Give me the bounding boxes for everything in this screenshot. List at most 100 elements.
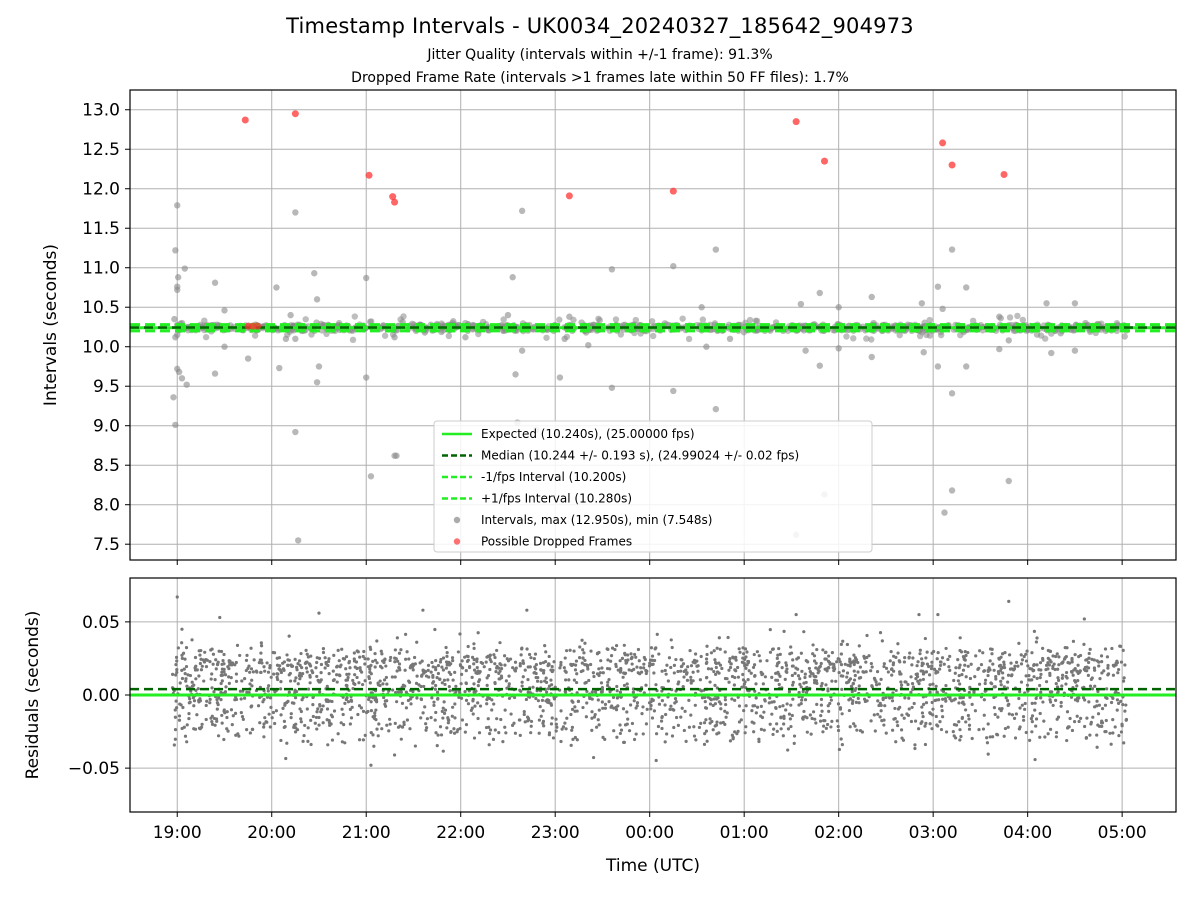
dropped-frame-point xyxy=(792,118,800,126)
y-tick-label: 7.5 xyxy=(93,535,120,555)
residual-point xyxy=(525,647,529,651)
residual-point xyxy=(973,675,977,679)
residual-point xyxy=(180,656,184,660)
residual-point xyxy=(299,651,303,656)
residual-point xyxy=(970,702,974,706)
interval-point xyxy=(802,347,809,354)
residual-point xyxy=(849,684,854,688)
residual-point xyxy=(682,728,686,733)
residual-point xyxy=(935,723,939,727)
residual-point xyxy=(559,663,563,667)
residual-point xyxy=(845,675,849,679)
residual-point xyxy=(899,683,904,687)
interval-point xyxy=(211,279,219,286)
residual-point xyxy=(1103,647,1108,651)
residual-point xyxy=(390,675,394,679)
residual-point xyxy=(1113,725,1117,729)
interval-point xyxy=(1043,300,1050,307)
interval-point xyxy=(649,332,657,340)
residual-point xyxy=(821,730,825,734)
residual-point xyxy=(348,707,352,712)
residual-point xyxy=(343,701,347,705)
residual-point xyxy=(781,704,785,708)
residual-point xyxy=(544,676,548,680)
residual-point xyxy=(445,726,449,730)
residual-point xyxy=(311,671,315,675)
residual-point xyxy=(402,722,406,727)
residual-point xyxy=(350,705,354,709)
x-tick-label: 19:00 xyxy=(153,823,202,843)
residual-point xyxy=(688,648,692,653)
residual-point xyxy=(421,669,425,673)
residual-point xyxy=(265,661,269,665)
residual-point xyxy=(330,699,334,704)
residual-point xyxy=(726,635,730,640)
residual-point xyxy=(596,718,600,722)
residual-point xyxy=(306,687,311,691)
residual-point xyxy=(215,719,219,723)
residual-point xyxy=(222,662,226,666)
residual-point xyxy=(852,662,856,667)
residual-point xyxy=(676,723,680,727)
residual-point xyxy=(178,702,182,706)
residual-point xyxy=(493,681,497,686)
residual-point xyxy=(784,669,788,674)
residual-point xyxy=(442,678,447,682)
residual-point xyxy=(397,651,402,655)
residual-point xyxy=(1095,699,1099,703)
residual-point xyxy=(741,672,745,677)
residual-point xyxy=(353,673,357,677)
residual-point xyxy=(485,683,489,687)
residual-point xyxy=(475,665,479,670)
residual-point xyxy=(733,698,737,702)
residual-point xyxy=(958,663,962,667)
x-tick-label: 23:00 xyxy=(531,823,580,843)
residual-point xyxy=(1064,682,1068,686)
residual-point xyxy=(1026,664,1030,668)
residual-point xyxy=(181,651,186,655)
residual-point xyxy=(853,673,857,678)
interval-point xyxy=(926,316,933,324)
residual-point xyxy=(1086,673,1090,678)
residual-point xyxy=(522,709,526,714)
residual-point xyxy=(175,595,179,599)
residual-point xyxy=(1033,757,1037,762)
residual-point xyxy=(791,680,795,684)
residual-point xyxy=(400,725,405,729)
residual-point xyxy=(1096,689,1100,694)
legend-dot-marker xyxy=(453,538,461,545)
interval-point xyxy=(475,330,482,338)
residual-point xyxy=(909,690,913,694)
residual-point xyxy=(1117,667,1121,672)
residual-point xyxy=(1043,735,1047,739)
legend-entry-label: -1/fps Interval (10.200s) xyxy=(481,470,626,484)
residual-point xyxy=(772,727,776,731)
residual-point xyxy=(684,672,689,676)
residual-point xyxy=(929,667,934,671)
residual-point xyxy=(550,716,554,720)
interval-point xyxy=(311,270,318,277)
residual-point xyxy=(459,664,463,668)
residual-point xyxy=(1124,703,1128,707)
residual-point xyxy=(1035,687,1039,691)
residual-point xyxy=(593,690,598,694)
residual-point xyxy=(511,666,515,670)
residual-point xyxy=(753,674,757,678)
residual-point xyxy=(586,667,590,671)
dropped-frame-point xyxy=(291,110,299,118)
residual-point xyxy=(192,704,196,708)
residual-point xyxy=(263,669,267,673)
residual-point xyxy=(931,707,935,711)
residual-point xyxy=(967,717,971,721)
residual-point xyxy=(563,656,567,660)
residual-point xyxy=(622,683,627,688)
residual-point xyxy=(1093,684,1097,688)
residual-point xyxy=(981,651,985,655)
dropped-frame-point xyxy=(241,116,249,124)
residual-point xyxy=(1038,711,1042,716)
residual-point xyxy=(544,690,549,694)
residual-point xyxy=(775,656,779,661)
residual-point xyxy=(682,669,686,674)
interval-point xyxy=(608,266,616,273)
residual-point xyxy=(188,673,193,678)
